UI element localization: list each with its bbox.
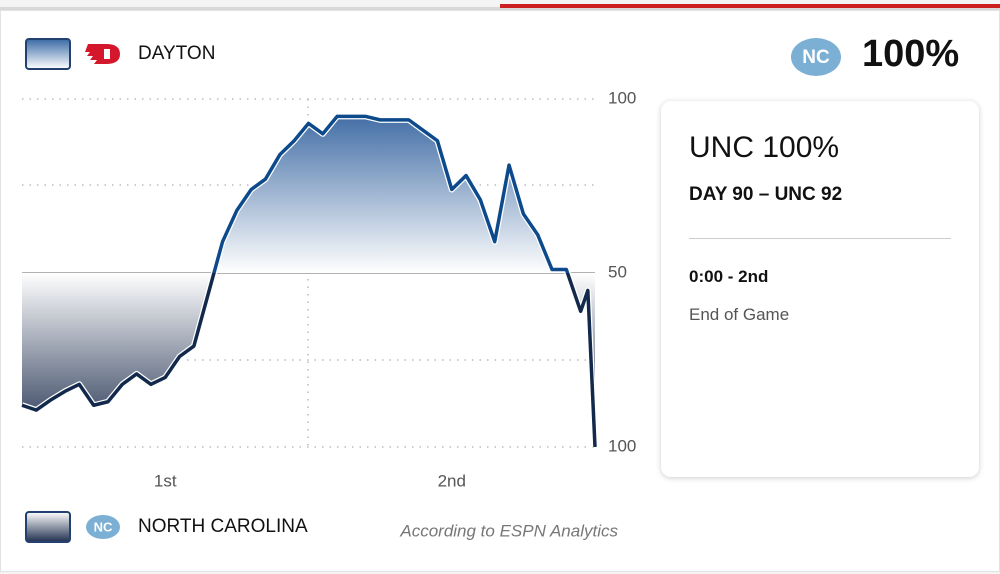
dayton-logo [85,44,120,64]
panel-divider [689,238,951,239]
y-tick-label: 100 [608,436,636,455]
source-note: According to ESPN Analytics [399,521,618,540]
panel-title: UNC 100% [689,131,840,164]
panel-status: End of Game [689,305,790,324]
x-tick-label: 1st [154,471,177,490]
leader-probability: 100% [862,33,959,75]
svg-text:NC: NC [802,47,830,68]
unc-logo: NC [791,38,841,76]
y-tick-label: 100 [608,88,636,107]
top-rule [0,7,1000,10]
panel-clock: 0:00 - 2nd [689,267,769,286]
unc-logo: NC [86,515,120,539]
panel-score: DAY 90 – UNC 92 [689,184,843,205]
info-panel: UNC 100% DAY 90 – UNC 92 0:00 - 2nd End … [661,101,979,477]
line [21,114,597,448]
legend-label: DAYTON [138,43,215,64]
legend-swatch [25,511,71,543]
y-tick-label: 50 [608,262,627,281]
legend-swatch [25,38,71,70]
area [22,116,595,448]
x-tick-label: 2nd [438,471,466,490]
legend-label: NORTH CAROLINA [138,516,308,537]
svg-text:NC: NC [94,519,113,534]
top-accent [500,4,1000,8]
